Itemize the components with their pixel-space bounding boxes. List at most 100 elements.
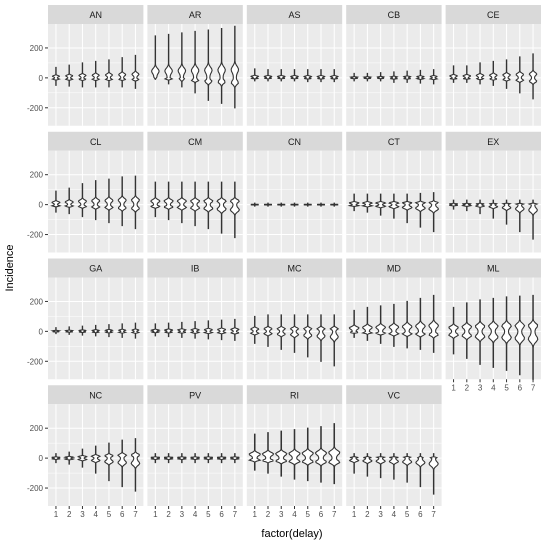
violin-ar-1 (151, 35, 160, 80)
x-tick-label: 5 (206, 510, 211, 519)
violin-ga-2 (64, 326, 75, 335)
violin-ex-6 (514, 199, 526, 233)
facet-strip-label: VC (388, 390, 401, 400)
x-tick-label: 7 (531, 383, 536, 392)
x-tick-label: 1 (352, 510, 357, 519)
facet-strip (147, 258, 243, 278)
violin-cb-2 (362, 72, 373, 82)
x-tick-label: 1 (54, 510, 59, 519)
facet-mc: MC (246, 258, 343, 380)
x-tick-label: 3 (478, 383, 483, 392)
violin-cm-5 (203, 181, 214, 230)
violin-ib-7 (230, 318, 240, 341)
violin-ex-7 (527, 199, 539, 240)
violin-md-1 (348, 309, 360, 338)
facet-strip (346, 5, 442, 24)
violin-as-6 (316, 69, 326, 83)
violin-ar-7 (230, 25, 240, 109)
x-tick-label: 7 (133, 510, 138, 519)
facet-ri: RI 1 2 3 4 5 6 7 (246, 385, 343, 519)
x-tick-label: 2 (365, 510, 370, 519)
y-tick-label: 0 (39, 327, 44, 336)
x-tick-label: 2 (67, 510, 72, 519)
facet-as: AS (246, 5, 343, 126)
violin-ar-2 (163, 33, 174, 85)
violin-pv-5 (203, 453, 214, 464)
violin-ri-4 (288, 429, 301, 480)
violin-mc-3 (276, 314, 287, 350)
violin-an-4 (90, 60, 101, 88)
y-tick-label: 200 (30, 424, 44, 433)
violin-ce-7 (528, 53, 538, 100)
x-tick-label: 4 (491, 383, 496, 392)
x-tick-label: 3 (180, 510, 185, 519)
facet-vc: VC 1 2 3 4 5 6 7 (346, 385, 442, 519)
facet-strip (48, 131, 144, 151)
violin-nc-7 (130, 438, 141, 492)
violin-ga-4 (91, 324, 101, 337)
facet-strip (147, 131, 243, 151)
violin-ct-7 (428, 192, 440, 233)
violin-ce-2 (462, 65, 471, 83)
violin-md-5 (401, 300, 414, 349)
violin-ml-3 (474, 299, 486, 365)
facet-strip (445, 5, 541, 24)
x-tick-label: 4 (292, 510, 297, 519)
violin-cm-3 (176, 181, 188, 224)
violin-ri-7 (328, 423, 341, 485)
violin-mc-2 (263, 314, 273, 347)
x-tick-label: 2 (166, 510, 171, 519)
x-axis-title: factor(delay) (261, 528, 322, 540)
facet-strip-label: AN (89, 10, 102, 20)
y-tick-label: 0 (39, 74, 44, 83)
facet-strip (48, 5, 144, 24)
violin-an-1 (50, 66, 61, 86)
facet-strip-label: EX (487, 137, 499, 147)
violin-ml-4 (487, 297, 499, 368)
facet-strip-label: CB (388, 10, 401, 20)
violin-md-4 (387, 303, 400, 347)
y-tick-label: 0 (39, 454, 44, 463)
violin-cn-5 (303, 202, 312, 207)
violin-ga-1 (50, 327, 62, 335)
violin-mc-7 (329, 314, 340, 367)
facet-strip-label: CL (90, 137, 102, 147)
x-tick-label: 4 (193, 510, 198, 519)
violin-vc-6 (415, 453, 426, 488)
facet-ml: ML 1 2 3 4 5 6 7 (445, 258, 541, 392)
violin-ce-1 (449, 65, 458, 83)
violin-cn-4 (290, 202, 299, 207)
violin-pv-4 (190, 453, 200, 464)
y-tick-label: -200 (27, 357, 44, 366)
violin-an-3 (78, 62, 87, 88)
violin-vc-1 (348, 453, 360, 474)
violin-ce-3 (475, 62, 485, 85)
violin-md-3 (374, 305, 387, 344)
x-tick-label: 4 (93, 510, 98, 519)
facet-ct: CT (346, 131, 442, 253)
violin-ct-3 (374, 193, 387, 216)
violin-ex-2 (461, 199, 473, 212)
x-tick-label: 6 (319, 510, 324, 519)
violin-mc-1 (249, 315, 260, 344)
violin-pv-1 (150, 453, 161, 464)
y-tick-label: 0 (39, 201, 44, 210)
violin-ri-5 (301, 427, 314, 482)
violin-nc-2 (63, 451, 76, 465)
x-tick-label: 7 (332, 510, 337, 519)
violin-cm-6 (216, 181, 227, 234)
facet-strip-label: IB (191, 264, 200, 274)
violin-cn-6 (316, 202, 326, 207)
violin-an-2 (64, 64, 74, 87)
violin-ri-1 (247, 433, 262, 471)
violin-cl-5 (104, 178, 114, 224)
x-tick-label: 3 (378, 510, 383, 519)
y-tick-label: 200 (30, 44, 44, 53)
facet-ib: IB (147, 258, 243, 380)
violin-ex-5 (501, 199, 512, 225)
facet-strip (147, 5, 243, 24)
violin-as-2 (263, 69, 273, 82)
violin-ct-4 (388, 193, 400, 219)
facet-strip (48, 385, 144, 405)
